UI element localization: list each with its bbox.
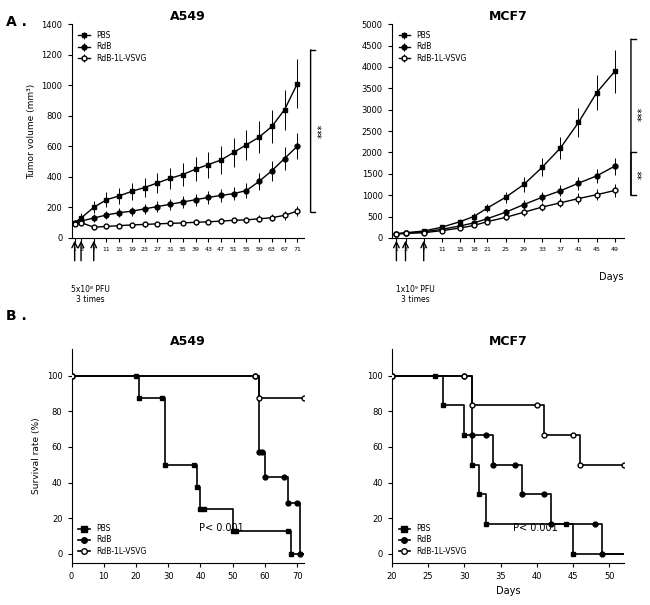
RdB [300, 550, 307, 557]
PBS [439, 402, 447, 409]
PBS [468, 461, 476, 468]
PBS [158, 394, 166, 402]
RdB [547, 520, 555, 528]
PBS [620, 550, 628, 557]
Text: B .: B . [6, 309, 27, 322]
Line: PBS: PBS [392, 376, 624, 554]
RdB-1L-VSVG [255, 394, 263, 402]
RdB [258, 448, 266, 456]
RdB [482, 431, 490, 439]
RdB-1L-VSVG [300, 394, 307, 402]
Line: PBS: PBS [72, 376, 304, 554]
PBS [432, 372, 439, 379]
RdB-1L-VSVG [468, 402, 476, 409]
Line: RdB: RdB [72, 376, 304, 554]
PBS [460, 431, 468, 439]
PBS [193, 483, 201, 491]
PBS [68, 372, 75, 379]
Legend: PBS, RdB, RdB-1L-VSVG: PBS, RdB, RdB-1L-VSVG [396, 28, 470, 66]
RdB-1L-VSVG [68, 372, 75, 379]
Text: ***: *** [318, 124, 328, 138]
Text: **: ** [638, 169, 648, 178]
PBS [482, 520, 490, 528]
PBS [388, 372, 396, 379]
Line: RdB-1L-VSVG: RdB-1L-VSVG [72, 376, 304, 398]
PBS [562, 520, 570, 528]
PBS [300, 550, 307, 557]
PBS [196, 506, 204, 513]
PBS [232, 528, 240, 535]
RdB-1L-VSVG [252, 372, 259, 379]
RdB [519, 491, 526, 498]
PBS [135, 394, 143, 402]
RdB-1L-VSVG [569, 431, 577, 439]
Text: A .: A . [6, 15, 27, 29]
Title: A549: A549 [170, 335, 205, 348]
Line: RdB-1L-VSVG: RdB-1L-VSVG [392, 376, 624, 465]
Y-axis label: Survival rate (%): Survival rate (%) [32, 417, 41, 494]
PBS [475, 491, 483, 498]
Legend: PBS, RdB, RdB-1L-VSVG: PBS, RdB, RdB-1L-VSVG [75, 28, 150, 66]
RdB-1L-VSVG [577, 461, 584, 468]
PBS [287, 550, 294, 557]
RdB [283, 499, 291, 506]
RdB [460, 372, 468, 379]
RdB-1L-VSVG [620, 461, 628, 468]
Legend: PBS, RdB, RdB-1L-VSVG: PBS, RdB, RdB-1L-VSVG [75, 521, 150, 559]
RdB-1L-VSVG [388, 372, 396, 379]
RdB-1L-VSVG [540, 431, 548, 439]
RdB [512, 461, 519, 468]
Line: RdB: RdB [392, 376, 624, 554]
Text: P< 0.001: P< 0.001 [199, 523, 244, 532]
X-axis label: Days: Days [496, 586, 520, 597]
Y-axis label: Tumor volume (mm³): Tumor volume (mm³) [27, 83, 36, 178]
RdB [296, 550, 304, 557]
RdB [68, 372, 75, 379]
RdB [489, 461, 497, 468]
PBS [569, 550, 577, 557]
Text: Days: Days [599, 272, 624, 282]
RdB [293, 499, 301, 506]
Text: ***: *** [638, 107, 648, 121]
PBS [132, 372, 140, 379]
RdB [261, 474, 269, 481]
Text: P< 0.001: P< 0.001 [513, 523, 557, 532]
RdB-1L-VSVG [460, 372, 468, 379]
RdB [280, 474, 288, 481]
RdB [599, 550, 606, 557]
RdB [468, 431, 476, 439]
PBS [161, 461, 169, 468]
Title: A549: A549 [170, 10, 205, 23]
RdB [540, 491, 548, 498]
PBS [200, 506, 207, 513]
PBS [283, 528, 291, 535]
PBS [190, 461, 198, 468]
Title: MCF7: MCF7 [489, 10, 527, 23]
RdB [252, 372, 259, 379]
RdB [388, 372, 396, 379]
RdB [591, 520, 599, 528]
Text: 5x10⁸ PFU
3 times: 5x10⁸ PFU 3 times [71, 285, 109, 304]
RdB-1L-VSVG [533, 402, 541, 409]
RdB [620, 550, 628, 557]
PBS [229, 528, 237, 535]
Text: 1x10⁹ PFU
3 times: 1x10⁹ PFU 3 times [396, 285, 434, 304]
Legend: PBS, RdB, RdB-1L-VSVG: PBS, RdB, RdB-1L-VSVG [396, 521, 470, 559]
RdB [255, 448, 263, 456]
Title: MCF7: MCF7 [489, 335, 527, 348]
